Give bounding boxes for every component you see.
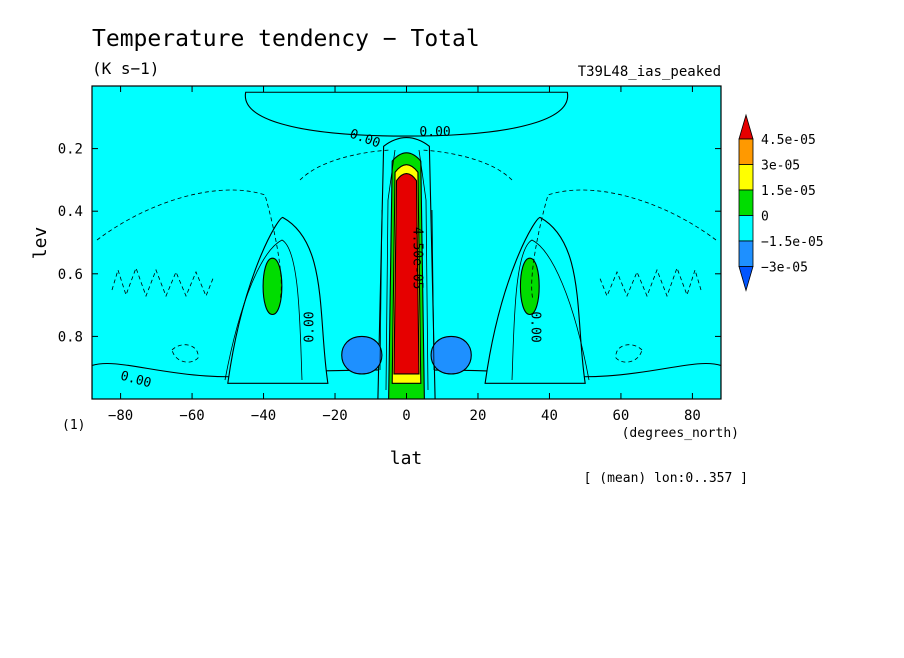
x-tick-label-3: −20 xyxy=(322,408,347,424)
y-axis-label: lev xyxy=(30,227,51,260)
y-tick-label-0: 0.2 xyxy=(58,142,83,158)
contour-region-11 xyxy=(430,335,472,375)
x-tick-label-4: 0 xyxy=(402,408,410,424)
colorbar-swatch-2 xyxy=(738,164,754,191)
contour-dashed-lower xyxy=(171,344,643,363)
x-tick-label-7: 60 xyxy=(613,408,630,424)
contour-label-5: 4.50e-05 xyxy=(410,227,425,290)
x-axis-label: lat xyxy=(390,448,423,469)
contour-region-10 xyxy=(341,335,383,375)
colorbar-label-0: 4.5e-05 xyxy=(761,133,816,148)
colorbar-swatch-5 xyxy=(738,240,754,267)
contour-label-3: 0.00 xyxy=(528,311,543,342)
chart-title: Temperature tendency − Total xyxy=(92,26,480,52)
x-tick-label-1: −60 xyxy=(179,408,204,424)
x-tick-label-0: −80 xyxy=(108,408,133,424)
colorbar-swatch-4 xyxy=(738,215,754,242)
colorbar-label-5: −3e-05 xyxy=(761,261,808,276)
y-units: (1) xyxy=(62,418,85,433)
contour-lines xyxy=(96,149,717,391)
contour-plume-inner xyxy=(224,239,590,381)
plot-area: 0.00 0.000.00 0.000.004.50e-05 xyxy=(92,86,721,399)
contour-region-0 xyxy=(244,91,569,137)
x-units: (degrees_north) xyxy=(622,426,739,441)
contour-region-9 xyxy=(393,173,420,375)
contour-dashed-nh xyxy=(531,189,717,301)
colorbar-label-2: 1.5e-05 xyxy=(761,184,816,199)
chart-units: (K s−1) xyxy=(92,59,159,78)
contour-label-1: 0.00 xyxy=(419,125,450,140)
colorbar-swatch-0 xyxy=(738,113,754,140)
colorbar-label-3: 0 xyxy=(761,210,769,225)
footer-note: [ (mean) lon:0..357 ] xyxy=(584,471,748,486)
contour-column-lines xyxy=(379,149,435,391)
contour-dashed-sh xyxy=(96,189,282,301)
y-tick-label-3: 0.8 xyxy=(58,329,83,345)
colorbar-label-1: 3e-05 xyxy=(761,159,800,174)
contour-label-2: 0.00 xyxy=(303,311,318,342)
experiment-label: T39L48_ias_peaked xyxy=(578,64,721,80)
colorbar-swatch-3 xyxy=(738,189,754,216)
x-tick-label-8: 80 xyxy=(684,408,701,424)
colorbar-label-4: −1.5e-05 xyxy=(761,235,824,250)
contour-dashed-upper xyxy=(299,149,513,181)
colorbar: 4.5e-05 3e-05 1.5e-05 0 −1.5e-05 −3e-05 xyxy=(738,113,824,292)
y-tick-label-2: 0.6 xyxy=(58,267,83,283)
colorbar-swatch-1 xyxy=(738,138,754,165)
colorbar-swatch-6 xyxy=(738,266,754,292)
y-tick-label-1: 0.4 xyxy=(58,204,83,220)
contour-region-5 xyxy=(262,257,283,316)
x-tick-label-5: 20 xyxy=(470,408,487,424)
x-tick-label-2: −40 xyxy=(251,408,276,424)
x-tick-label-6: 40 xyxy=(541,408,558,424)
contour-region-6 xyxy=(519,257,540,316)
